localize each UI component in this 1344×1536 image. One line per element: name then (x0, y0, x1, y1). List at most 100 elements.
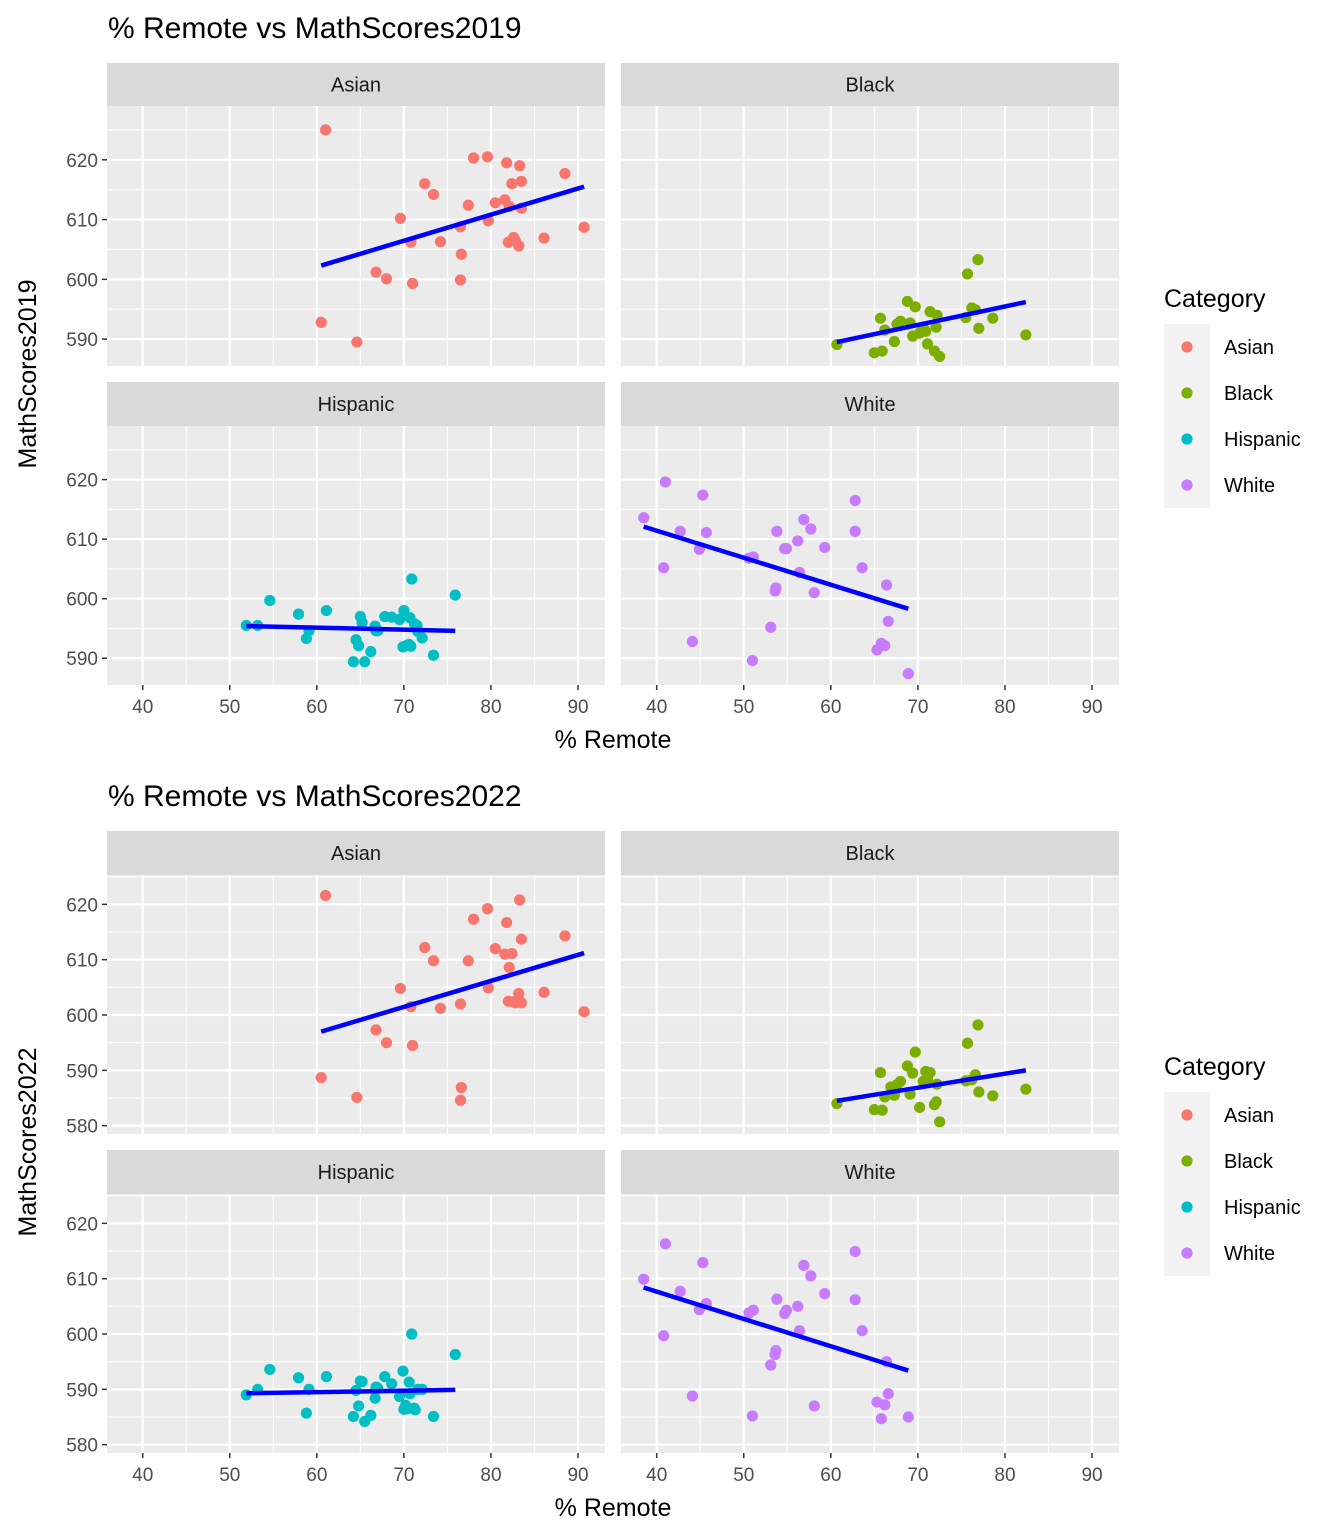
facet-black-point (973, 1086, 985, 1098)
facet-white-point (792, 535, 804, 547)
y-tick-label: 590 (66, 1380, 98, 1401)
facet-black-point (930, 321, 942, 333)
x-tick-label: 70 (907, 697, 928, 718)
x-axis-title: % Remote (555, 726, 672, 754)
facet-black-point (894, 1075, 907, 1088)
legend-title: Category (1164, 1053, 1266, 1081)
facet-asian-point (481, 903, 494, 915)
facet-white-point (674, 525, 686, 537)
facet-black-point (874, 1066, 887, 1079)
y-tick-label: 620 (66, 1214, 98, 1235)
x-tick-label: 60 (306, 1465, 327, 1486)
facet-black-point (924, 1066, 936, 1079)
facet-white-strip (621, 1150, 1119, 1194)
y-axis-title: MathScores2019 (14, 279, 42, 468)
facet-black-point (921, 338, 934, 350)
facet-white-point (765, 621, 777, 633)
facet-white-background (621, 1194, 1119, 1453)
facet-hispanic-point (403, 1376, 415, 1388)
facet-white-strip-label: White (844, 394, 895, 416)
legend-label-white: White (1224, 1243, 1275, 1265)
facet-white-point (771, 525, 783, 537)
y-tick-label: 590 (66, 649, 98, 670)
facet-asian-point (578, 221, 590, 233)
facet-white-point (856, 562, 868, 574)
facet-asian-point (319, 889, 332, 902)
facet-hispanic-point (320, 1371, 332, 1383)
facet-black-point (973, 322, 985, 334)
facet-white-strip (621, 382, 1119, 426)
facet-white-point (808, 1400, 820, 1412)
facet-asian-point (434, 236, 447, 248)
facet-black-point (961, 268, 974, 280)
facet-asian-point (481, 151, 494, 163)
facet-black-panel: Black (621, 831, 1119, 1134)
facet-asian-point (455, 248, 467, 260)
facet-hispanic-strip-label: Hispanic (318, 394, 395, 416)
facet-hispanic-point (300, 1407, 312, 1419)
facet-asian-point (489, 943, 501, 955)
facet-white-background (621, 426, 1119, 685)
facet-white-point (849, 494, 861, 507)
facet-hispanic-panel: Hispanic (107, 1150, 605, 1453)
facet-hispanic-point (359, 656, 371, 668)
facet-black-point (987, 1090, 999, 1102)
facet-asian-point (315, 1071, 327, 1084)
facet-white-point (659, 476, 672, 488)
facet-hispanic-point (416, 632, 428, 644)
facet-asian-point (501, 157, 513, 169)
facet-white-point (686, 1390, 698, 1402)
legend-key-black (1181, 387, 1193, 399)
facet-hispanic-strip-label: Hispanic (318, 1162, 395, 1184)
legend: Category Asian Black Hispanic White (1164, 285, 1301, 508)
x-tick-label: 60 (820, 1465, 841, 1486)
facet-black-point (972, 1019, 984, 1031)
legend-title: Category (1164, 285, 1266, 313)
y-tick-label: 610 (66, 530, 98, 551)
facet-asian-point (427, 188, 440, 201)
facet-white-point (880, 579, 893, 591)
facet-hispanic-strip (107, 382, 605, 426)
facet-white-point (700, 526, 712, 539)
facet-hispanic-point (292, 608, 305, 620)
facet-black-point (876, 345, 888, 357)
y-tick-label: 620 (66, 895, 98, 916)
facet-white-trend-line (642, 524, 909, 611)
facet-asian-point (370, 266, 382, 278)
y-tick-label: 610 (66, 951, 98, 972)
legend-key-background (1164, 1092, 1210, 1276)
x-tick-label: 70 (393, 1465, 414, 1486)
x-tick-label: 90 (1081, 1465, 1102, 1486)
y-tick-label: 610 (66, 1270, 98, 1291)
facet-hispanic-point (379, 1371, 391, 1383)
facet-hispanic-point (353, 1400, 365, 1412)
facet-white-point (902, 1411, 914, 1423)
facet-asian-point (501, 916, 513, 929)
facet-asian-point (351, 336, 363, 348)
facet-white-point (819, 1288, 831, 1300)
facet-asian-point (454, 1094, 467, 1106)
facet-asian-point (380, 1037, 393, 1049)
facet-white-point (770, 582, 782, 594)
facet-white-trend-line (642, 1285, 909, 1373)
facet-hispanic-point (347, 1410, 359, 1423)
x-tick-label: 50 (733, 1465, 754, 1486)
facet-hispanic-point (356, 1376, 368, 1388)
facet-asian-point (406, 1039, 419, 1052)
x-tick-label: 70 (393, 697, 414, 718)
facet-white-point (746, 1410, 759, 1422)
facet-asian-strip-label: Asian (331, 75, 381, 97)
x-tick-label: 40 (132, 1465, 153, 1486)
facet-white-point (798, 1259, 810, 1271)
x-axis-title: % Remote (555, 1494, 672, 1522)
x-tick-label: 80 (994, 1465, 1015, 1486)
facet-asian-point (315, 316, 327, 328)
y-tick-label: 580 (66, 1436, 98, 1457)
facet-asian-point (489, 197, 501, 209)
facet-black-point (930, 1096, 942, 1108)
x-tick-label: 90 (567, 1465, 588, 1486)
facet-asian-trend-line (320, 950, 585, 1034)
facet-asian-point (380, 273, 393, 285)
facet-asian-point (538, 232, 550, 244)
facet-black-point (914, 1101, 926, 1114)
